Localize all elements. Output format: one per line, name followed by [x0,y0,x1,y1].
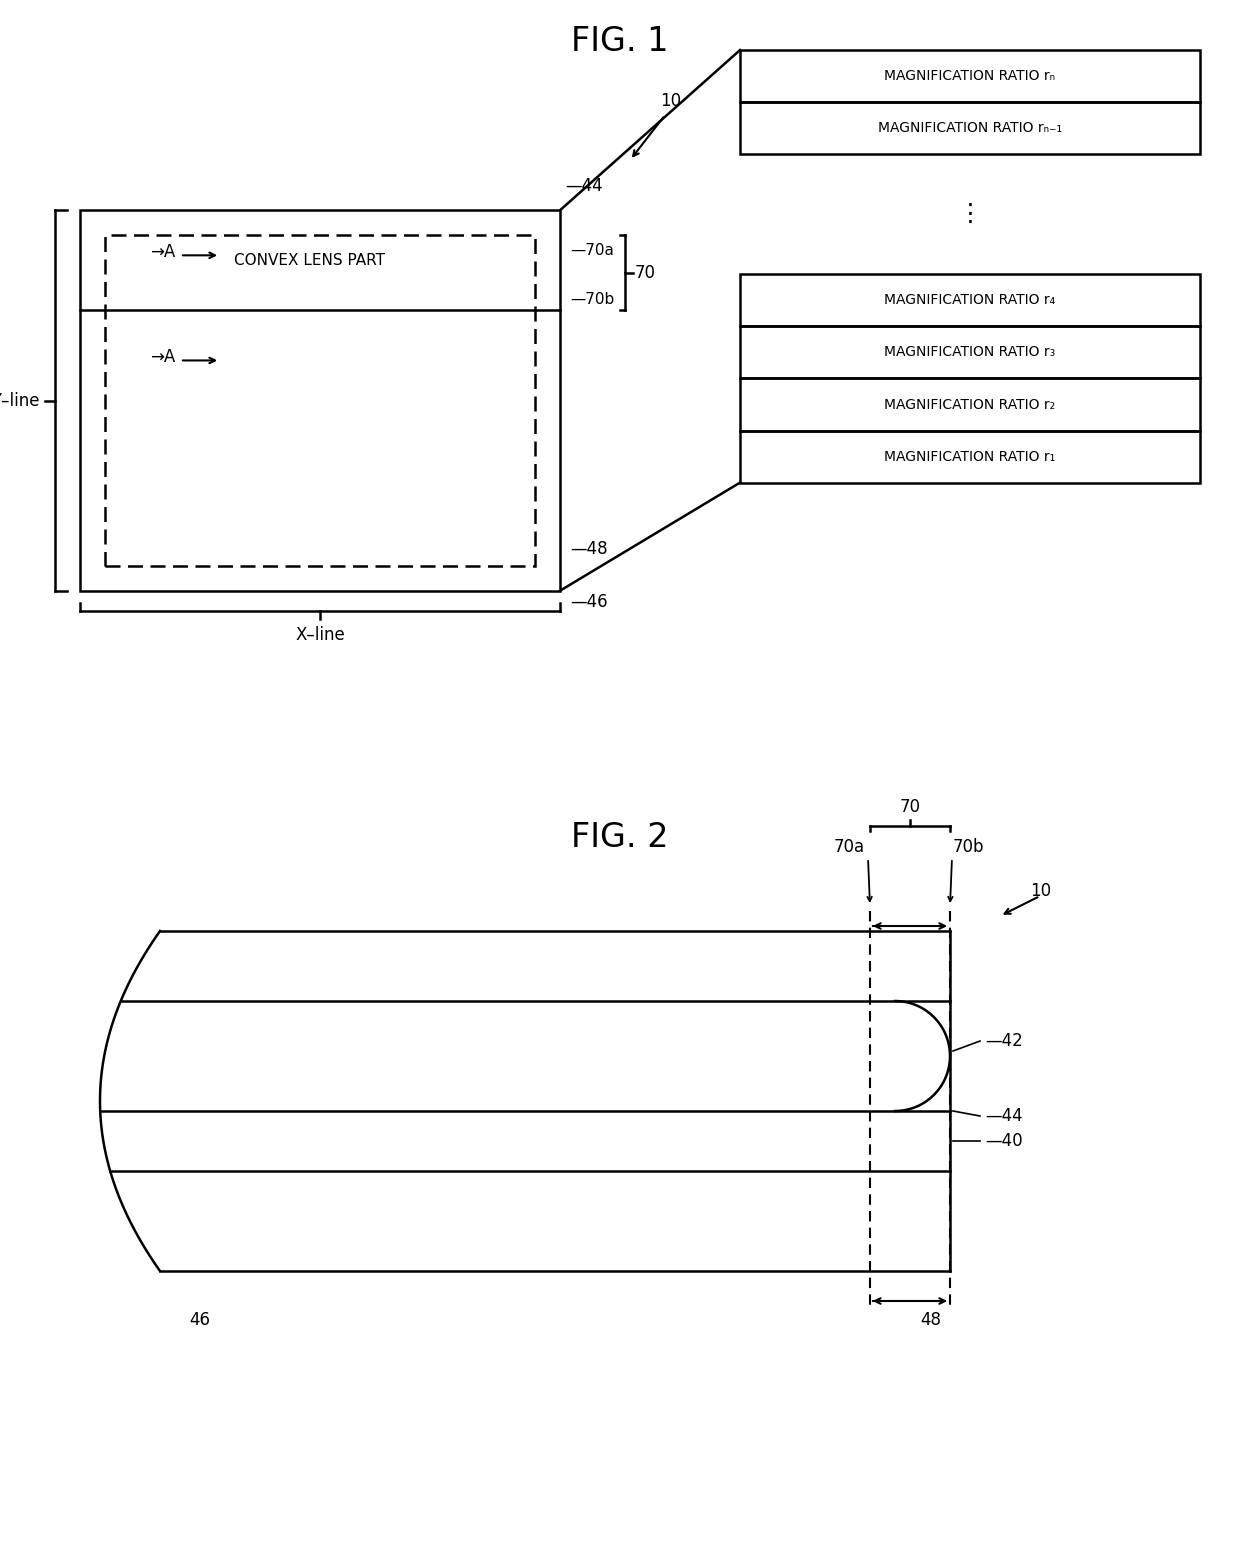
Text: 70a: 70a [833,838,866,856]
Text: 70b: 70b [954,838,985,856]
Text: —44: —44 [985,1107,1023,1124]
Text: MAGNIFICATION RATIO rₙ₋₁: MAGNIFICATION RATIO rₙ₋₁ [878,121,1063,135]
Text: →A: →A [150,349,175,366]
Text: →A: →A [150,244,175,261]
Bar [740,431,1200,482]
Text: X–line: X–line [295,625,345,644]
Text: —70b: —70b [570,293,614,307]
Text: —44: —44 [565,177,603,195]
Text: FIG. 1: FIG. 1 [572,25,668,57]
Bar [105,236,534,566]
Text: 10: 10 [660,92,681,110]
Text: MAGNIFICATION RATIO r₁: MAGNIFICATION RATIO r₁ [884,450,1055,464]
Bar [740,50,1200,102]
Bar [740,378,1200,431]
Text: MAGNIFICATION RATIO r₄: MAGNIFICATION RATIO r₄ [884,293,1055,307]
Bar [81,211,560,591]
Text: FIG. 2: FIG. 2 [572,820,668,855]
Text: —48: —48 [570,540,608,558]
Text: 70: 70 [635,264,656,282]
Bar [740,275,1200,326]
Text: —46: —46 [570,592,608,611]
Text: CONVEX LENS PART: CONVEX LENS PART [234,253,386,268]
Text: MAGNIFICATION RATIO r₃: MAGNIFICATION RATIO r₃ [884,346,1055,360]
Text: Y–line: Y–line [0,391,40,409]
Text: 10: 10 [1030,883,1052,900]
Bar [740,102,1200,154]
Text: ⋮: ⋮ [957,202,982,226]
Text: 70: 70 [899,799,920,816]
Text: MAGNIFICATION RATIO rₙ: MAGNIFICATION RATIO rₙ [884,70,1055,84]
Text: MAGNIFICATION RATIO r₂: MAGNIFICATION RATIO r₂ [884,397,1055,411]
Text: —70a: —70a [570,244,614,259]
Text: —42: —42 [985,1031,1023,1050]
Text: 46: 46 [190,1311,211,1329]
Text: 48: 48 [920,1311,941,1329]
Bar [740,326,1200,378]
Text: —40: —40 [985,1132,1023,1149]
